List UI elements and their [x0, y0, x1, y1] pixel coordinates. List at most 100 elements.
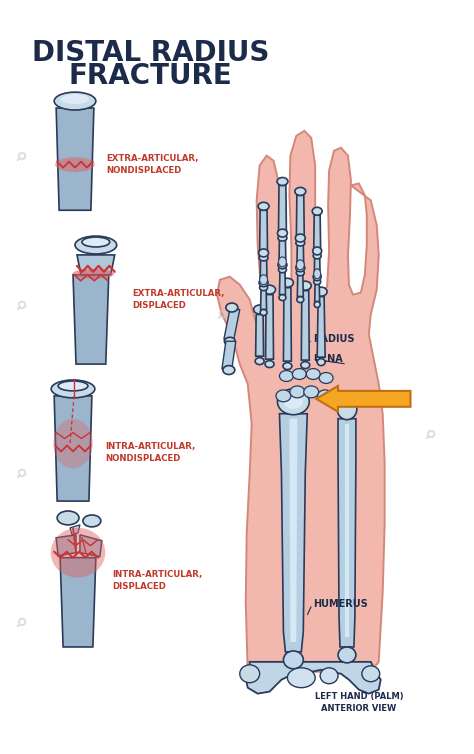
Polygon shape	[217, 131, 385, 672]
Ellipse shape	[277, 229, 287, 237]
Ellipse shape	[279, 295, 286, 301]
Ellipse shape	[296, 264, 305, 271]
Polygon shape	[315, 280, 319, 302]
Polygon shape	[60, 558, 96, 647]
Polygon shape	[279, 237, 286, 267]
Ellipse shape	[226, 303, 238, 312]
Polygon shape	[314, 215, 320, 253]
Text: ANTERIOR VIEW: ANTERIOR VIEW	[321, 704, 396, 713]
Ellipse shape	[278, 257, 286, 267]
Ellipse shape	[319, 372, 333, 384]
Text: EXTRA-ARTICULAR,: EXTRA-ARTICULAR,	[106, 154, 198, 163]
Ellipse shape	[260, 285, 267, 290]
Ellipse shape	[223, 366, 235, 375]
Ellipse shape	[55, 157, 95, 172]
Polygon shape	[297, 271, 303, 296]
Ellipse shape	[314, 279, 320, 285]
Ellipse shape	[304, 386, 319, 398]
Ellipse shape	[287, 668, 315, 688]
Polygon shape	[56, 535, 76, 556]
Ellipse shape	[258, 202, 269, 210]
Ellipse shape	[296, 260, 304, 270]
Ellipse shape	[57, 511, 79, 525]
Polygon shape	[338, 418, 356, 647]
Polygon shape	[56, 108, 94, 210]
Ellipse shape	[283, 363, 292, 369]
Polygon shape	[296, 195, 304, 240]
Polygon shape	[278, 185, 286, 235]
Text: INTRA-ARTICULAR,: INTRA-ARTICULAR,	[105, 442, 195, 451]
Ellipse shape	[278, 267, 286, 273]
Ellipse shape	[318, 390, 333, 402]
Ellipse shape	[51, 380, 95, 398]
Text: NONDISPLACED: NONDISPLACED	[105, 454, 180, 463]
Ellipse shape	[53, 418, 93, 468]
Ellipse shape	[259, 279, 268, 287]
Ellipse shape	[313, 273, 321, 280]
Text: FRACTURE: FRACTURE	[69, 63, 232, 90]
Ellipse shape	[259, 255, 268, 261]
Polygon shape	[297, 242, 304, 270]
Ellipse shape	[73, 269, 114, 279]
Ellipse shape	[299, 281, 311, 290]
Ellipse shape	[283, 395, 303, 409]
Ellipse shape	[283, 651, 303, 669]
Ellipse shape	[83, 515, 101, 527]
Ellipse shape	[314, 269, 320, 279]
Ellipse shape	[295, 234, 305, 242]
Polygon shape	[261, 287, 266, 309]
Ellipse shape	[260, 309, 267, 315]
Polygon shape	[265, 295, 273, 359]
Ellipse shape	[296, 270, 304, 276]
Text: DISPLACED: DISPLACED	[113, 582, 166, 591]
Ellipse shape	[297, 296, 304, 302]
Ellipse shape	[338, 647, 356, 663]
FancyArrow shape	[316, 386, 410, 412]
Ellipse shape	[276, 390, 291, 402]
Ellipse shape	[51, 528, 105, 578]
Ellipse shape	[337, 398, 357, 420]
Ellipse shape	[301, 362, 310, 369]
Text: DISPLACED: DISPLACED	[133, 301, 186, 310]
Polygon shape	[301, 290, 309, 360]
Text: HUMERUS: HUMERUS	[313, 599, 368, 609]
Text: NONDISPLACED: NONDISPLACED	[106, 166, 181, 175]
Ellipse shape	[290, 386, 305, 398]
Ellipse shape	[317, 359, 325, 366]
Polygon shape	[280, 414, 307, 652]
Polygon shape	[314, 255, 320, 279]
Ellipse shape	[254, 305, 265, 314]
Text: INTRA-ARTICULAR,: INTRA-ARTICULAR,	[113, 570, 203, 579]
Polygon shape	[290, 418, 297, 642]
Polygon shape	[70, 525, 80, 535]
Ellipse shape	[314, 302, 320, 308]
Ellipse shape	[312, 207, 322, 215]
Ellipse shape	[260, 274, 267, 285]
Ellipse shape	[278, 235, 287, 241]
Polygon shape	[73, 274, 109, 364]
Ellipse shape	[255, 357, 264, 365]
Polygon shape	[255, 314, 264, 356]
Ellipse shape	[296, 240, 305, 246]
Polygon shape	[246, 662, 381, 694]
Ellipse shape	[54, 92, 96, 110]
Polygon shape	[280, 269, 285, 295]
Ellipse shape	[313, 253, 321, 259]
Text: EXTRA-ARTICULAR,: EXTRA-ARTICULAR,	[133, 289, 225, 298]
Ellipse shape	[280, 370, 293, 382]
Ellipse shape	[82, 237, 110, 247]
Ellipse shape	[277, 177, 288, 185]
Polygon shape	[80, 535, 102, 556]
Ellipse shape	[362, 666, 380, 682]
Ellipse shape	[264, 285, 275, 294]
Ellipse shape	[75, 236, 117, 254]
Polygon shape	[77, 255, 115, 274]
Ellipse shape	[240, 665, 260, 682]
Ellipse shape	[292, 369, 306, 379]
Ellipse shape	[313, 247, 322, 255]
Ellipse shape	[320, 668, 338, 684]
Ellipse shape	[295, 188, 306, 195]
Polygon shape	[283, 288, 292, 361]
Polygon shape	[54, 396, 92, 501]
Text: DISTAL RADIUS: DISTAL RADIUS	[32, 38, 269, 66]
